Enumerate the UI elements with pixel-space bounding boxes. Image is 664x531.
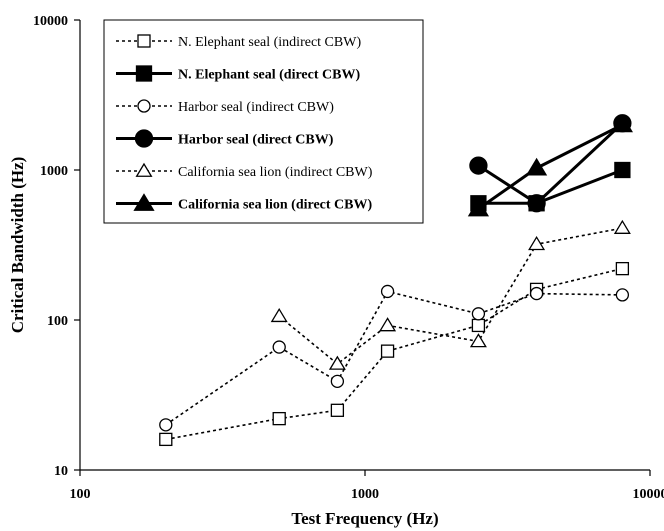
series-2-point — [330, 374, 345, 388]
x-tick-label: 10000 — [633, 487, 664, 502]
series-0-point — [471, 318, 486, 333]
legend-label-0: N. Elephant seal (indirect CBW) — [178, 35, 361, 50]
series-5-point — [525, 157, 548, 176]
series-1-point — [614, 161, 631, 179]
legend-label-2: Harbor seal (indirect CBW) — [178, 100, 334, 115]
axis-ticks — [74, 19, 651, 476]
series-4-point — [270, 307, 288, 323]
y-tick-label: 100 — [47, 314, 68, 329]
series-0-point — [615, 261, 630, 276]
legend-marker-3 — [134, 129, 154, 148]
y-tick-label: 10000 — [33, 14, 68, 29]
x-tick-label: 1000 — [351, 487, 379, 502]
series-line-2 — [165, 290, 623, 426]
series-2-point — [615, 288, 630, 302]
series-0-point — [380, 344, 395, 358]
series-2-point — [471, 307, 486, 321]
series-4-point — [528, 235, 546, 251]
series-2-point — [380, 284, 395, 299]
series-3-point — [527, 194, 546, 213]
series-0-point — [330, 403, 345, 417]
legend-marker-2 — [137, 99, 151, 113]
series-4-point — [469, 333, 487, 348]
series-line-4 — [278, 227, 623, 365]
series-2-point — [529, 286, 544, 301]
y-tick-label: 10 — [54, 464, 68, 479]
legend-marker-5 — [133, 193, 155, 211]
legend-label-4: California sea lion (indirect CBW) — [178, 165, 373, 180]
series-4-point — [379, 317, 397, 332]
series-5-point — [611, 114, 633, 133]
series-2-point — [159, 418, 173, 432]
x-tick-label: 100 — [70, 487, 91, 502]
series-2-point — [272, 340, 286, 354]
legend-label-1: N. Elephant seal (direct CBW) — [178, 68, 360, 83]
legend-marker-1 — [135, 65, 153, 82]
legend-marker-0 — [137, 34, 151, 48]
legend-label-5: California sea lion (direct CBW) — [178, 198, 373, 213]
series-markers — [159, 114, 633, 447]
series-4-point — [328, 355, 346, 370]
legend-box — [103, 19, 424, 224]
series-line-5 — [477, 123, 624, 211]
series-5-point — [467, 198, 490, 217]
series-line-1 — [478, 168, 623, 205]
legend-marker-4 — [135, 162, 153, 177]
series-0-point — [159, 432, 173, 447]
series-3-point — [469, 156, 488, 175]
legend: N. Elephant seal (indirect CBW) N. Elepha… — [103, 19, 424, 224]
y-axis-title: Critical Bandwidth (Hz) — [8, 157, 27, 334]
x-axis-title: Test Frequency (Hz) — [291, 509, 438, 528]
y-tick-label: 1000 — [40, 164, 68, 179]
series-0-point — [272, 411, 286, 426]
legend-label-3: Harbor seal (direct CBW) — [178, 133, 334, 148]
series-4-point — [613, 219, 631, 234]
